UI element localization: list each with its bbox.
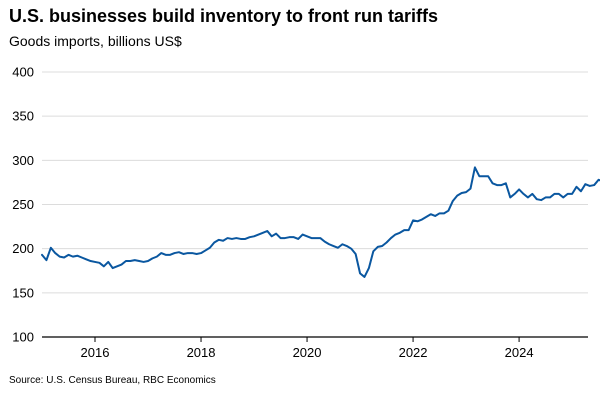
axes: 100 150 200 250 300 350 400 2016 2018 2020 2022 202…	[12, 65, 588, 360]
chart-title: U.S. businesses build inventory to front…	[9, 6, 439, 26]
y-tick-label-200: 200	[12, 241, 34, 256]
source-note: Source: U.S. Census Bureau, RBC Economic…	[9, 375, 216, 386]
x-tick-label-2018: 2018	[187, 345, 216, 360]
x-tick-label-2022: 2022	[399, 345, 428, 360]
y-tick-label-100: 100	[12, 330, 34, 345]
x-tick-label-2020: 2020	[293, 345, 322, 360]
series-line-goods-imports	[41, 166, 600, 278]
y-tick-label-150: 150	[12, 285, 34, 300]
y-tick-label-250: 250	[12, 197, 34, 212]
chart-subtitle: Goods imports, billions US$	[9, 33, 182, 49]
x-tick-label-2016: 2016	[81, 345, 110, 360]
y-tick-label-400: 400	[12, 65, 34, 80]
series-layer	[41, 166, 600, 278]
x-tick-label-2024: 2024	[505, 345, 534, 360]
y-tick-label-300: 300	[12, 153, 34, 168]
y-tick-label-350: 350	[12, 109, 34, 124]
gridlines	[42, 71, 588, 294]
